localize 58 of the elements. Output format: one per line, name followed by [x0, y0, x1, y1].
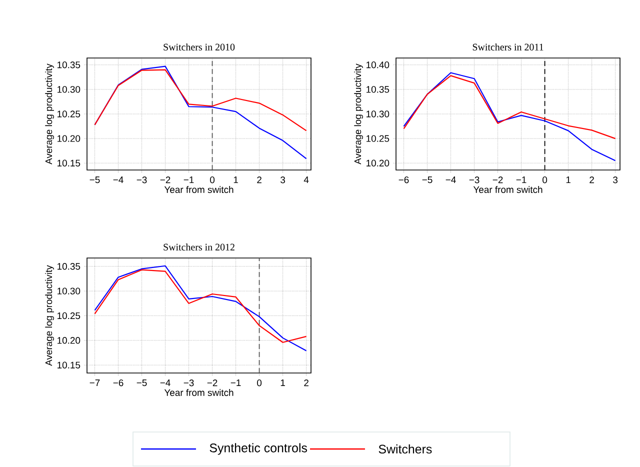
y-tick-label: 10.25 [58, 110, 80, 118]
line-series [403, 72, 616, 162]
x-tick-label: −3 [136, 176, 147, 184]
x-tick-label: −1 [184, 176, 194, 184]
x-axis-title: Year from switch [164, 389, 234, 396]
y-axis-title: Average log productivity [354, 64, 363, 164]
y-tick-label: 10.20 [58, 337, 80, 344]
y-tick-label: 10.25 [366, 135, 390, 142]
x-tick-label: −3 [469, 176, 480, 184]
x-axis-title: Year from switch [164, 186, 234, 193]
y-tick-label: 10.35 [58, 62, 80, 68]
x-tick-label: 1 [234, 176, 238, 184]
chart-title: Switchers in 2010 [164, 43, 235, 50]
y-tick-label: 10.20 [366, 160, 390, 166]
y-tick-label: 10.15 [58, 362, 80, 368]
y-tick-label: 10.25 [58, 312, 80, 320]
y-tick-label: 10.30 [366, 110, 390, 118]
y-tick-label: 10.35 [58, 263, 80, 270]
x-tick-label: −6 [113, 380, 124, 386]
x-tick-label: 2 [304, 380, 308, 386]
y-tick-label: 10.20 [58, 135, 80, 142]
x-tick-label: 3 [613, 176, 618, 184]
x-tick-label: −4 [113, 176, 124, 184]
x-tick-label: −3 [184, 380, 194, 386]
y-tick-label: 10.30 [58, 86, 80, 93]
x-tick-label: 4 [304, 176, 309, 184]
x-tick-label: 0 [210, 176, 215, 184]
chart-title: Switchers in 2012 [164, 243, 234, 250]
x-tick-label: −6 [398, 176, 409, 184]
x-tick-label: −4 [446, 176, 456, 184]
x-tick-label: −4 [160, 380, 170, 386]
y-axis-title: Average log productivity [45, 64, 54, 164]
x-tick-label: 3 [280, 176, 286, 184]
y-tick-label: 10.35 [366, 86, 390, 93]
x-tick-label: −2 [492, 176, 503, 184]
x-tick-label: −2 [160, 176, 170, 184]
x-tick-label: −7 [90, 380, 100, 386]
line-series [94, 69, 307, 132]
chart-title: Switchers in 2011 [472, 43, 544, 50]
x-tick-label: −2 [207, 380, 218, 386]
x-tick-label: 0 [257, 380, 262, 386]
x-tick-label: −1 [230, 380, 241, 386]
x-tick-label: 1 [566, 176, 570, 184]
x-tick-label: −5 [422, 176, 432, 184]
y-tick-label: 10.15 [58, 160, 80, 166]
legend-label: Switchers [378, 444, 432, 454]
y-tick-label: 10.40 [366, 62, 390, 68]
x-axis-title: Year from switch [473, 186, 542, 193]
x-tick-label: −5 [136, 380, 147, 386]
y-axis-title: Average log productivity [45, 265, 54, 366]
x-tick-label: −5 [90, 176, 100, 184]
y-tick-label: 10.30 [58, 288, 80, 294]
x-tick-label: 1 [280, 380, 285, 386]
x-tick-label: −1 [516, 176, 526, 184]
x-tick-label: 0 [542, 176, 548, 184]
legend-label: Synthetic controls [210, 443, 308, 455]
x-tick-label: 2 [590, 176, 594, 184]
x-tick-label: 2 [257, 176, 262, 184]
